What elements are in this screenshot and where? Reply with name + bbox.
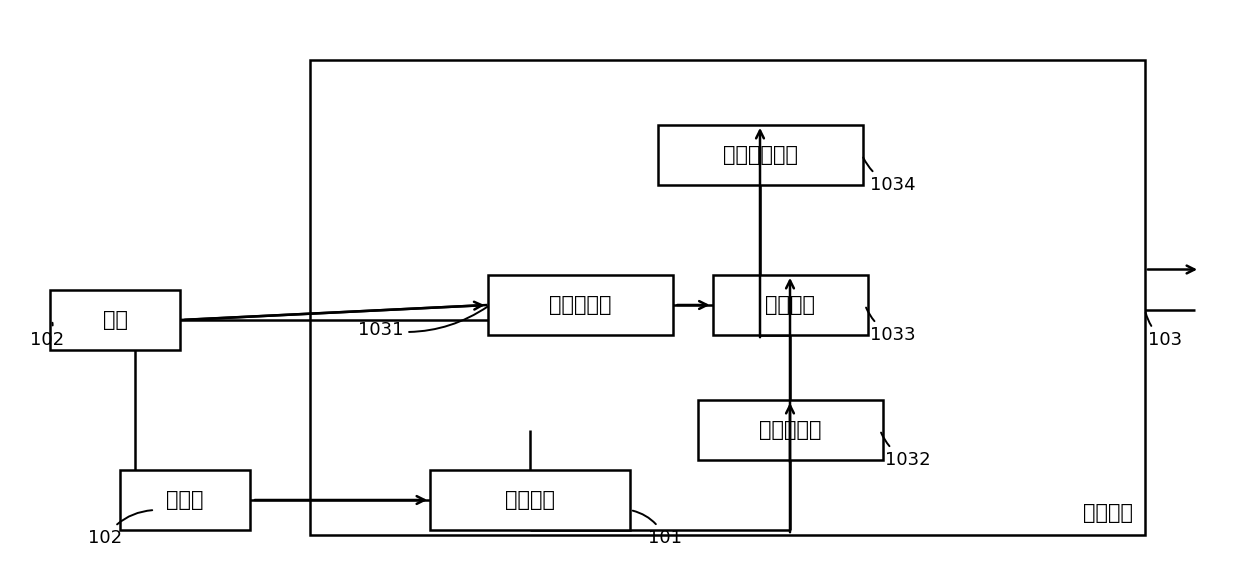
- Text: 102: 102: [88, 510, 153, 547]
- Text: 车辆本体: 车辆本体: [505, 490, 556, 510]
- Text: 1031: 1031: [358, 306, 487, 339]
- Text: 飞轮: 飞轮: [103, 310, 128, 330]
- Bar: [487, 275, 672, 335]
- Text: 103: 103: [1146, 313, 1182, 349]
- Text: 转向盘编码器: 转向盘编码器: [723, 145, 797, 165]
- Text: 行驶传感器: 行驶传感器: [759, 420, 821, 440]
- Bar: [50, 290, 180, 350]
- Text: 测试单元: 测试单元: [765, 295, 815, 315]
- Text: 飞轮编码器: 飞轮编码器: [549, 295, 611, 315]
- Text: 转向盘: 转向盘: [166, 490, 203, 510]
- Text: 101: 101: [632, 511, 682, 547]
- Bar: [713, 275, 868, 335]
- Text: 1032: 1032: [882, 433, 931, 469]
- Bar: [697, 400, 883, 460]
- Text: 1033: 1033: [866, 307, 915, 344]
- Bar: [657, 125, 863, 185]
- Text: 处理模块: 处理模块: [1083, 503, 1133, 523]
- Bar: [310, 60, 1145, 535]
- Text: 102: 102: [30, 323, 64, 349]
- Bar: [120, 470, 250, 530]
- Text: 1034: 1034: [863, 157, 915, 194]
- Bar: [430, 470, 630, 530]
